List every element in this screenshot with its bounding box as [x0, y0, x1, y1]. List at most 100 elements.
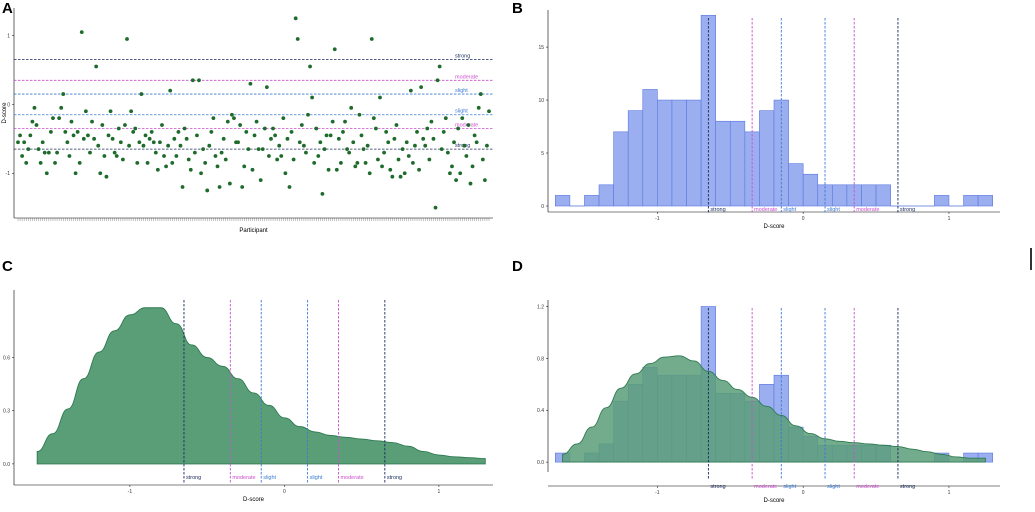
b-x-tick-label: -1 [655, 216, 660, 222]
b-bar [598, 184, 614, 207]
a-data-point [439, 147, 444, 152]
d-threshold-label-strong: strong [710, 484, 725, 490]
a-data-point [164, 164, 168, 169]
a-data-point [466, 123, 471, 127]
panel-label-a: A [2, 0, 13, 17]
a-data-point [16, 140, 20, 145]
a-data-point [443, 116, 448, 121]
c-threshold-label-moderate: moderate [340, 475, 363, 481]
a-data-point [392, 136, 397, 141]
panel-label-d: D [512, 258, 523, 275]
a-data-point [437, 64, 442, 69]
a-data-point [102, 154, 107, 158]
a-data-point [147, 136, 152, 141]
b-bar [671, 99, 687, 207]
a-data-point [36, 147, 41, 152]
a-data-point [246, 147, 251, 152]
d-y-tick-label: 0.4 [537, 408, 544, 414]
a-data-point [277, 143, 282, 148]
b-y-tick-label: 5 [541, 151, 544, 157]
a-data-point [59, 105, 64, 110]
a-data-point [137, 140, 142, 145]
a-data-point [127, 143, 131, 148]
a-data-point [209, 130, 214, 134]
a-data-point [334, 167, 339, 172]
a-data-point [125, 37, 129, 41]
b-bar [875, 184, 891, 207]
a-data-point [271, 126, 275, 131]
a-data-point [273, 133, 277, 138]
a-data-point [44, 171, 49, 176]
a-data-point [417, 167, 421, 172]
a-data-point [355, 161, 360, 165]
a-data-point [120, 157, 125, 162]
a-data-point [116, 126, 121, 131]
a-data-point [225, 119, 230, 124]
a-data-point [269, 136, 273, 141]
a-data-point [425, 126, 430, 131]
d-y-tick-label: 1.2 [537, 304, 544, 310]
a-data-point [186, 157, 191, 162]
a-data-point [83, 109, 88, 114]
a-y-tick-label: 1 [7, 34, 10, 40]
a-data-point [256, 147, 261, 152]
a-data-point [322, 147, 327, 152]
a-data-point [155, 167, 160, 172]
a-data-point [301, 143, 306, 148]
b-threshold-label-strong: strong [710, 207, 725, 213]
b-threshold-label-slight: slight [827, 207, 840, 213]
a-data-point [30, 119, 35, 124]
a-data-point [110, 136, 115, 141]
a-data-point [336, 136, 341, 141]
a-data-point [450, 164, 454, 169]
c-threshold-label-moderate: moderate [232, 475, 255, 481]
b-threshold-label-strong: strong [900, 207, 915, 213]
a-data-point [32, 105, 37, 110]
a-data-point [26, 147, 31, 152]
a-data-point [470, 164, 475, 169]
b-x-tick-label: 1 [948, 216, 951, 222]
b-bar [788, 163, 804, 207]
b-bar [584, 195, 600, 207]
a-data-point [476, 105, 481, 110]
a-data-point [347, 150, 352, 155]
a-data-point [371, 116, 376, 121]
a-data-point [145, 161, 150, 165]
a-data-point [252, 133, 257, 138]
a-data-point [227, 181, 232, 186]
a-data-point [427, 157, 432, 162]
a-data-point [394, 123, 399, 127]
a-data-point [308, 64, 312, 69]
a-threshold-label-moderate: moderate [455, 74, 478, 80]
a-data-point [285, 136, 290, 141]
a-data-point [141, 143, 146, 148]
a-data-point [20, 154, 25, 158]
a-data-point [143, 133, 148, 138]
a-y-tick-label: -1 [6, 171, 11, 177]
a-data-point [92, 136, 97, 141]
d-threshold-label-moderate: moderate [856, 484, 879, 490]
a-data-point [223, 157, 228, 162]
a-data-point [158, 140, 162, 145]
a-data-point [258, 178, 263, 183]
a-data-point [217, 185, 222, 189]
a-data-point [482, 178, 487, 183]
a-data-point [38, 161, 43, 165]
a-data-point [211, 116, 216, 121]
a-data-point [184, 136, 189, 141]
a-data-point [71, 133, 76, 138]
a-data-point [361, 147, 366, 152]
a-data-point [96, 143, 101, 148]
c-x-tick-label: -1 [128, 489, 133, 495]
a-data-point [295, 37, 300, 41]
a-data-point [357, 112, 362, 117]
a-data-point [462, 143, 467, 148]
c-x-tick-label: 1 [438, 489, 441, 495]
a-data-point [98, 171, 103, 176]
a-data-point [94, 64, 99, 69]
a-data-point [351, 140, 356, 145]
a-data-point [369, 37, 374, 41]
a-data-point [201, 147, 206, 152]
c-y-tick-label: 0.3 [3, 409, 10, 415]
a-data-point [190, 78, 195, 83]
